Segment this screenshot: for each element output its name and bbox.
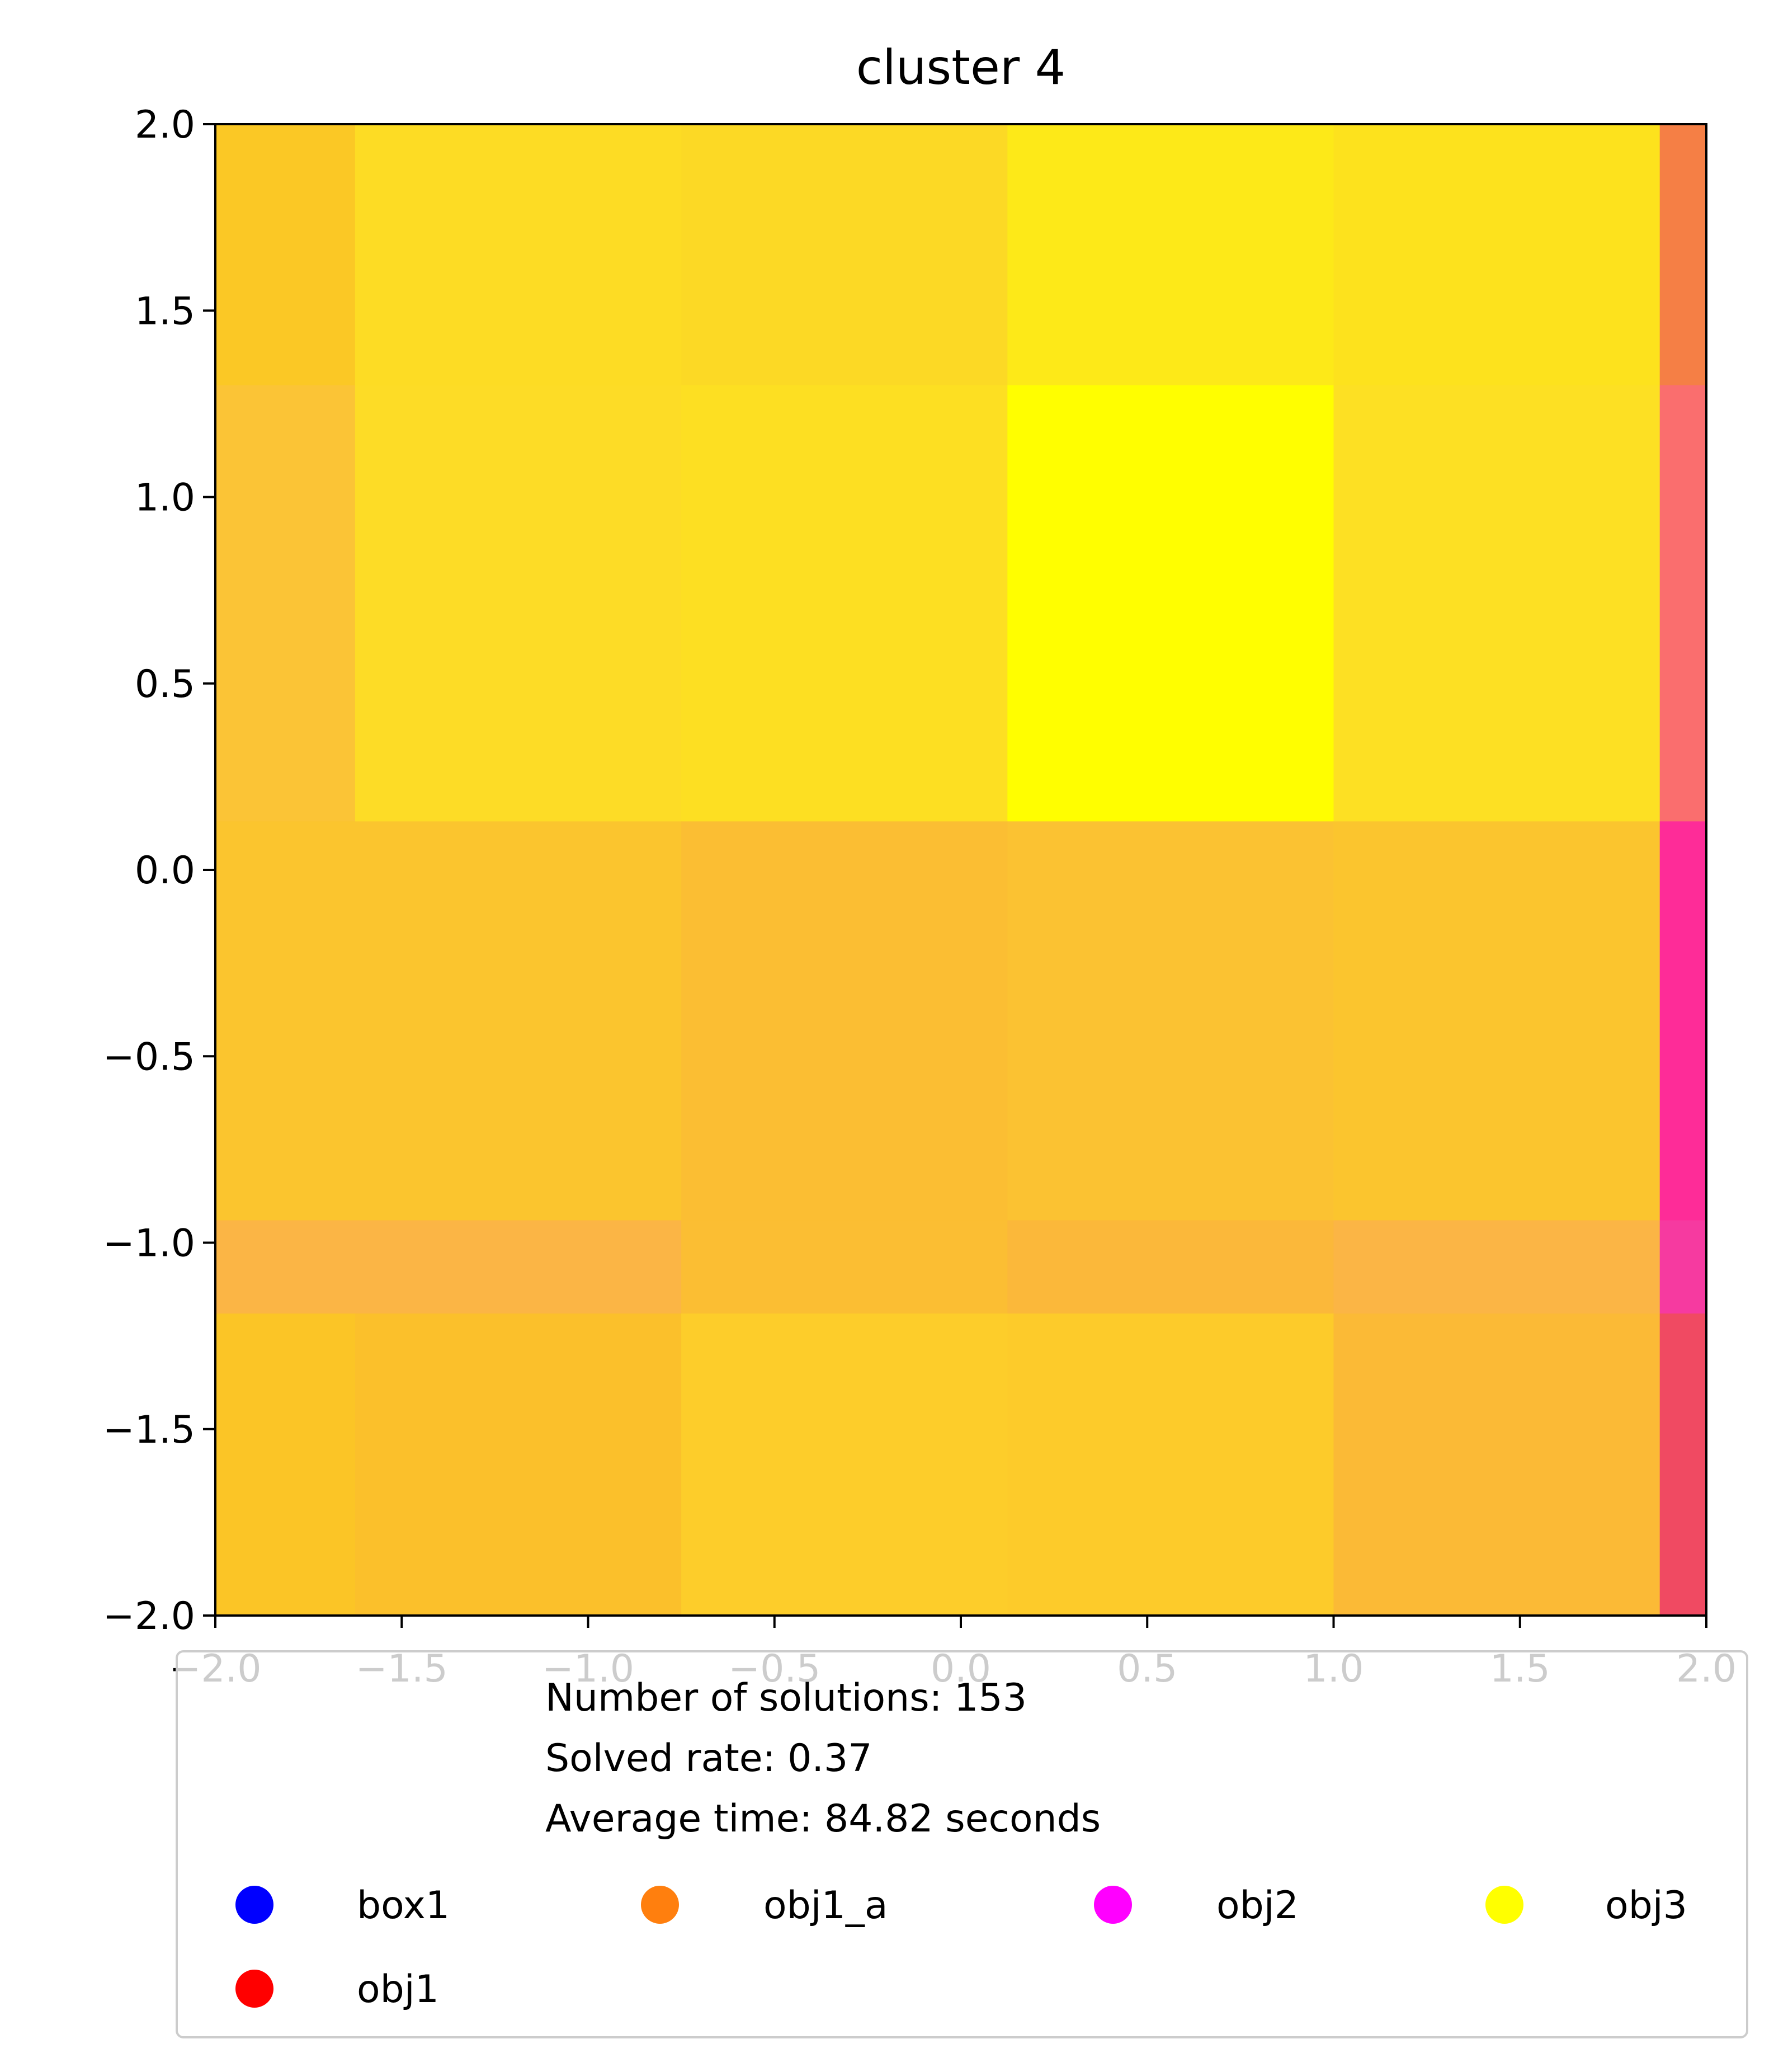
legend-marker bbox=[235, 1886, 273, 1924]
heatmap-cell bbox=[1659, 821, 1707, 1221]
chart-title: cluster 4 bbox=[856, 40, 1066, 96]
heatmap-cell bbox=[681, 821, 1008, 1221]
legend-marker bbox=[235, 1970, 273, 2008]
y-tick-label: −1.0 bbox=[103, 1222, 195, 1266]
heatmap-cell bbox=[1659, 124, 1707, 386]
y-tick-label: −0.5 bbox=[103, 1035, 195, 1079]
legend-title-line: Average time: 84.82 seconds bbox=[545, 1797, 1101, 1841]
legend-title-line: Number of solutions: 153 bbox=[545, 1676, 1027, 1720]
heatmap-cell bbox=[1333, 385, 1660, 822]
legend-marker bbox=[641, 1886, 679, 1924]
heatmap-cell bbox=[355, 385, 682, 822]
heatmap-cell bbox=[1007, 1313, 1334, 1616]
heatmap-cell bbox=[1333, 124, 1660, 386]
heatmap-cell bbox=[681, 1313, 1008, 1616]
heatmap-cell bbox=[1659, 1220, 1707, 1314]
legend: Number of solutions: 153 Solved rate: 0.… bbox=[176, 1650, 1748, 2038]
heatmap-cell bbox=[355, 821, 682, 1221]
heatmap-cell bbox=[1333, 1220, 1660, 1314]
heatmap-cells bbox=[215, 124, 1707, 1616]
legend-box bbox=[176, 1650, 1748, 2038]
heatmap-cell bbox=[681, 385, 1008, 822]
legend-label: obj3 bbox=[1605, 1883, 1687, 1928]
heatmap-cell bbox=[681, 124, 1008, 386]
heatmap-cell bbox=[1333, 821, 1660, 1221]
heatmap-cell bbox=[1007, 821, 1334, 1221]
legend-label: box1 bbox=[357, 1883, 450, 1928]
y-tick-label: 0.5 bbox=[135, 662, 195, 707]
heatmap-cell bbox=[355, 1220, 682, 1314]
y-tick-label: −1.5 bbox=[103, 1408, 195, 1452]
y-tick-label: 1.0 bbox=[135, 476, 195, 520]
y-tick-label: 1.5 bbox=[135, 289, 195, 333]
legend-label: obj1_a bbox=[763, 1883, 888, 1928]
heatmap-cell bbox=[215, 1313, 356, 1616]
heatmap-cell bbox=[1659, 385, 1707, 822]
y-axis: 2.0 1.5 1.0 0.5 0.0 −0.5 −1.0 −1.5 −2.0 bbox=[103, 103, 215, 1638]
heatmap-cell bbox=[1007, 124, 1334, 386]
legend-label: obj2 bbox=[1216, 1883, 1299, 1928]
heatmap-cell bbox=[215, 821, 356, 1221]
heatmap-cell bbox=[215, 385, 356, 822]
heatmap-cell bbox=[1659, 1313, 1707, 1616]
heatmap-cell bbox=[215, 124, 356, 386]
heatmap-cell bbox=[1333, 1313, 1660, 1616]
heatmap-cell bbox=[1007, 385, 1334, 822]
legend-label: obj1 bbox=[357, 1967, 439, 2012]
legend-title-line: Solved rate: 0.37 bbox=[545, 1736, 872, 1781]
heatmap-cell bbox=[215, 1220, 356, 1314]
heatmap-cell bbox=[355, 124, 682, 386]
heatmap-cell bbox=[681, 1220, 1008, 1314]
heatmap-cell bbox=[1007, 1220, 1334, 1314]
y-tick-label: 2.0 bbox=[135, 103, 195, 147]
legend-marker bbox=[1094, 1886, 1132, 1924]
y-tick-label: 0.0 bbox=[135, 849, 195, 893]
heatmap-cell bbox=[355, 1313, 682, 1616]
y-tick-label: −2.0 bbox=[103, 1594, 195, 1638]
legend-marker bbox=[1485, 1886, 1523, 1924]
